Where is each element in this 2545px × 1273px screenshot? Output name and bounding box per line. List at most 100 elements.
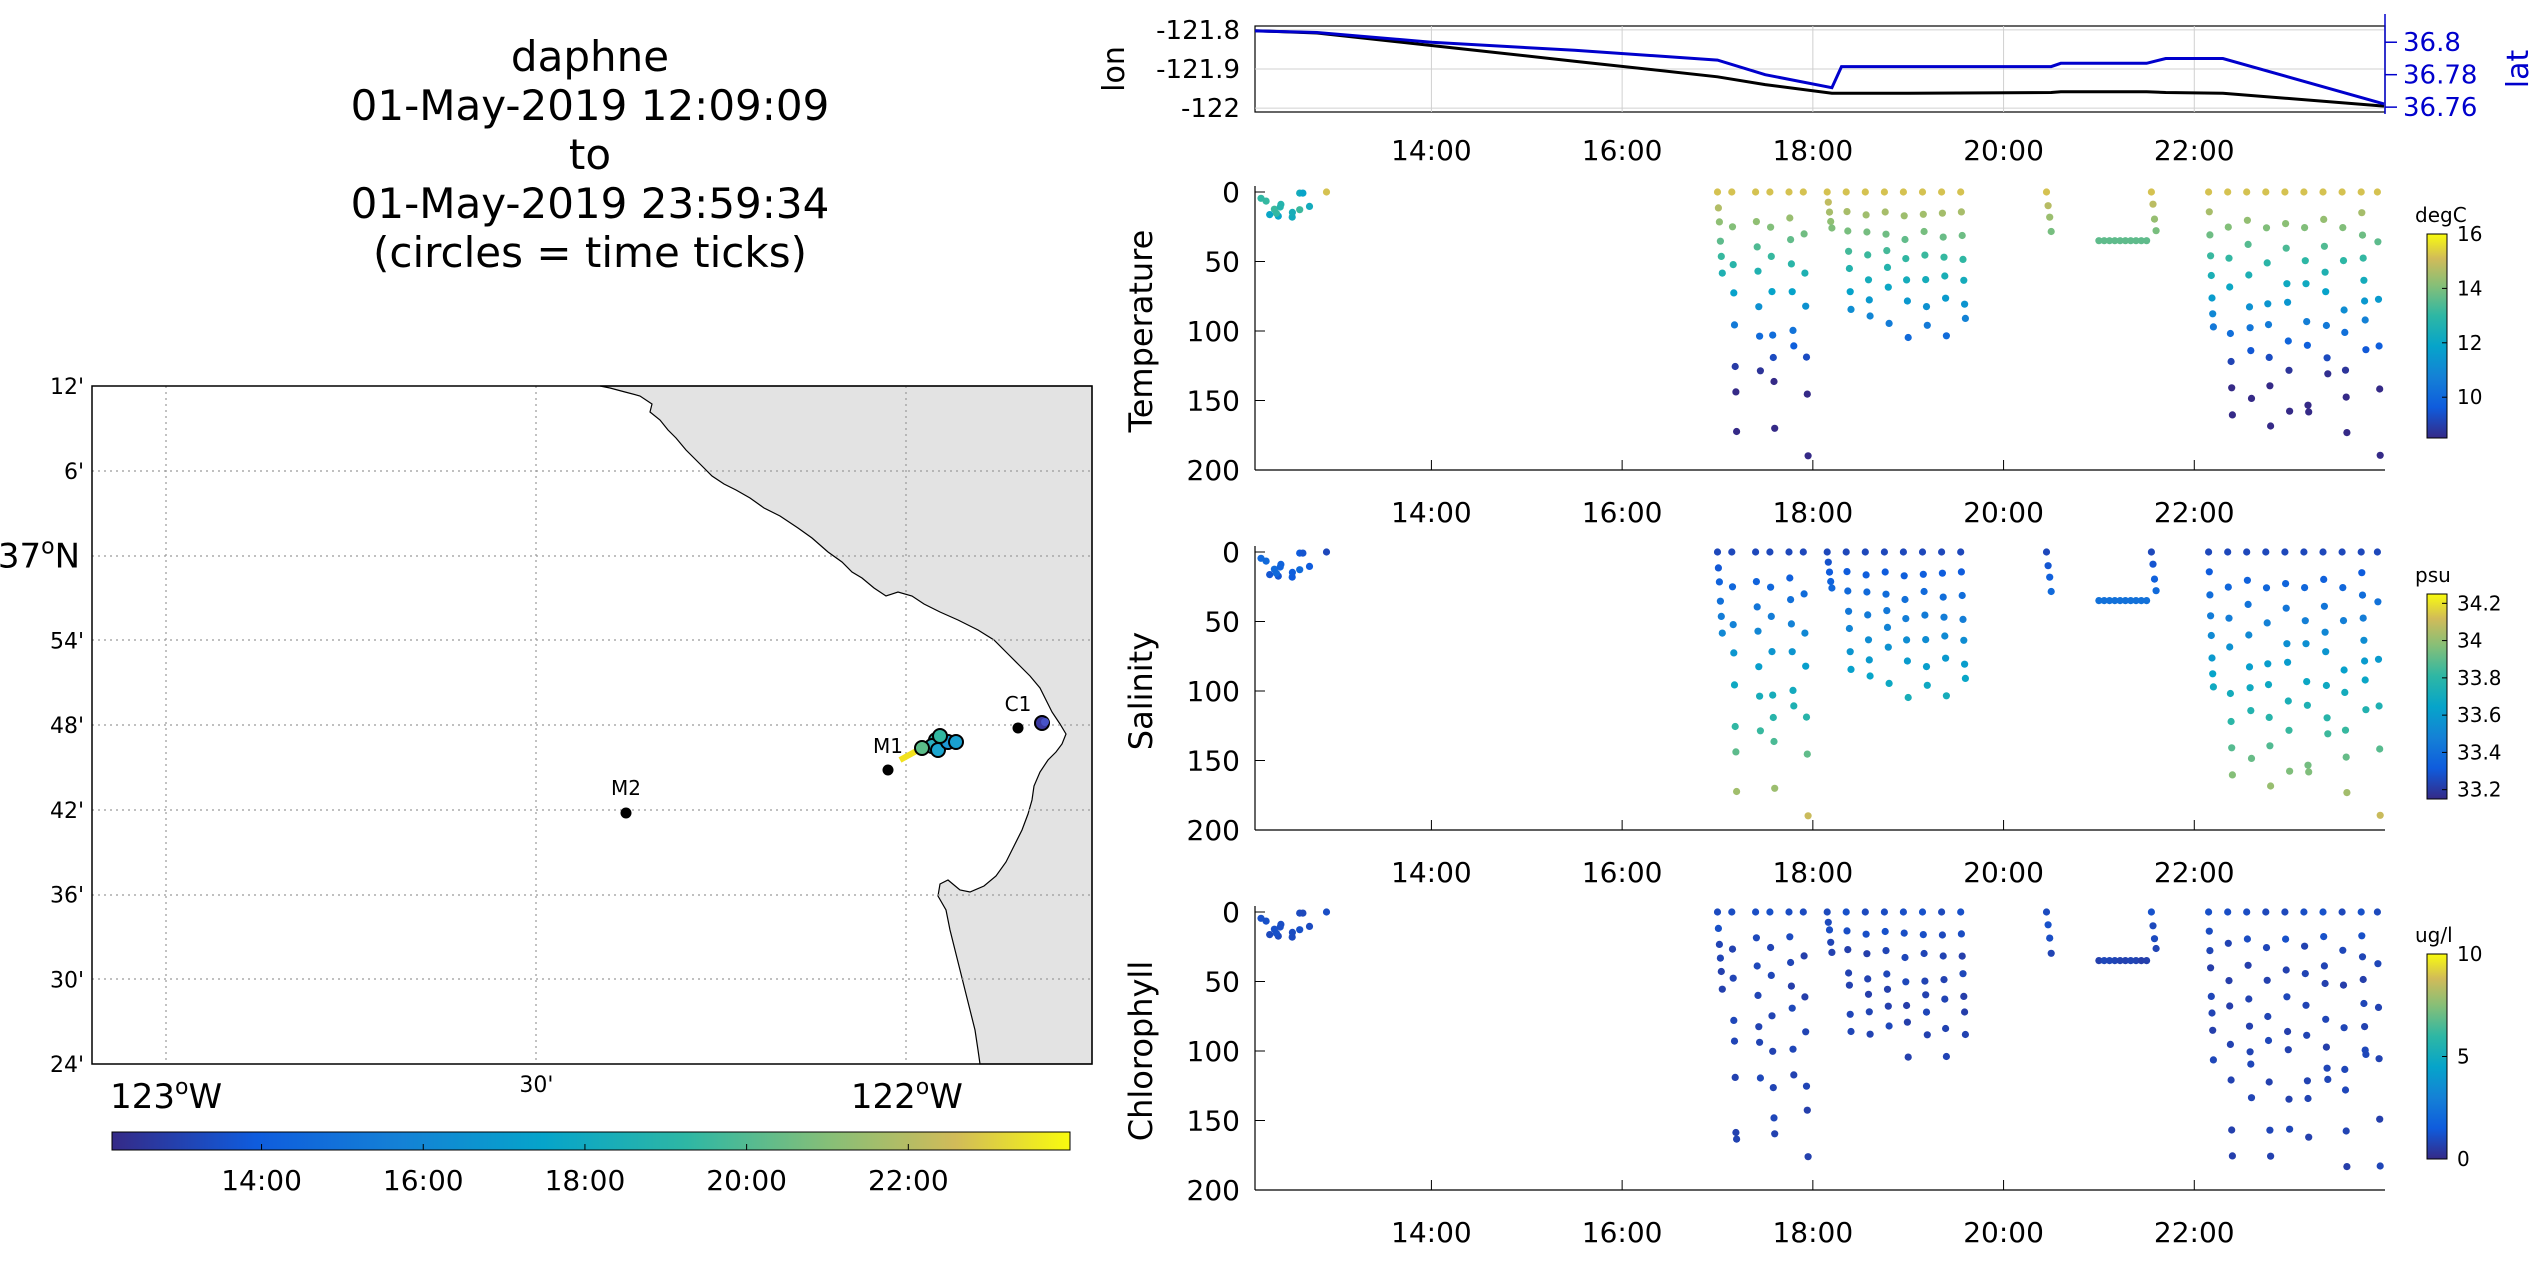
temp-point	[1940, 253, 1948, 261]
temp-point	[1938, 188, 1946, 196]
time-tick-label: 20:00	[1963, 496, 2044, 529]
time-tick-circle	[1041, 718, 1049, 726]
temp-point	[2228, 384, 2236, 392]
temp-point	[2320, 215, 2328, 223]
lon-tick-label: -121.9	[1156, 55, 1240, 85]
sal-point	[1862, 571, 1870, 579]
chl-point	[2095, 957, 2103, 965]
colorbar-tick-label: 5	[2457, 1045, 2470, 1069]
chl-point	[2046, 934, 2054, 942]
chl-point	[2247, 1094, 2256, 1102]
temp-point	[1752, 218, 1760, 226]
temp-point	[2285, 366, 2293, 374]
chl-point	[1958, 952, 1966, 960]
chl-point	[2319, 908, 2327, 916]
temp-point	[1262, 197, 1270, 205]
sal-point	[1767, 583, 1775, 591]
chl-point	[2105, 957, 2114, 965]
sal-point	[1787, 596, 1795, 604]
temp-point	[1769, 331, 1777, 339]
colorbar-tick-label: 34	[2457, 629, 2482, 653]
temp-point	[1919, 210, 1927, 218]
sal-point	[2321, 628, 2329, 636]
sal-point	[1846, 648, 1854, 656]
sal-point	[2147, 548, 2155, 556]
sal-point	[2281, 548, 2289, 556]
sal-point	[1718, 629, 1726, 637]
sal-point	[1882, 590, 1890, 598]
temp-point	[2095, 237, 2103, 245]
chl-point	[1880, 908, 1888, 916]
temp-point	[2323, 354, 2331, 362]
temp-point	[2205, 188, 2213, 196]
temp-point	[1866, 312, 1874, 320]
sal-point	[1938, 548, 1946, 556]
chl-point	[1900, 929, 1908, 937]
sal-point	[1731, 722, 1739, 731]
temp-point	[1880, 188, 1888, 196]
chl-point	[2375, 1055, 2383, 1063]
chl-point	[2341, 1065, 2349, 1073]
chl-point	[1847, 1027, 1855, 1036]
depth-tick-label: 150	[1187, 385, 1240, 418]
sal-point	[2116, 597, 2124, 605]
temp-point	[2262, 224, 2271, 232]
temp-point	[2282, 244, 2290, 252]
lat-label: 37oN	[0, 535, 80, 577]
temp-point	[1799, 188, 1807, 196]
time-tick-label: 14:00	[1391, 496, 1472, 529]
chl-point	[1753, 962, 1761, 970]
chl-point	[2305, 1133, 2313, 1141]
chl-point	[2284, 1027, 2292, 1036]
temp-point	[2282, 220, 2290, 228]
temp-point	[2046, 213, 2054, 221]
chl-point	[2111, 957, 2119, 965]
lat-label: 12'	[50, 375, 84, 400]
sal-point	[2095, 597, 2103, 605]
chl-point	[1767, 971, 1775, 980]
lat-label: 24'	[50, 1053, 84, 1078]
temp-point	[2320, 242, 2328, 250]
temp-point	[1714, 204, 1722, 212]
chl-point	[1861, 908, 1869, 916]
chl-point	[2283, 993, 2291, 1001]
depth-tick-label: 200	[1187, 1174, 1240, 1207]
chl-point	[2343, 1163, 2351, 1171]
sal-point	[1920, 587, 1928, 596]
temp-point	[2374, 238, 2382, 246]
temp-point	[1847, 305, 1855, 313]
chl-point	[1733, 1135, 1741, 1143]
temp-point	[1802, 302, 1810, 310]
chl-point	[1730, 1016, 1738, 1024]
temp-point	[1771, 424, 1779, 432]
figure-title: daphne 01-May-2019 12:09:09 to 01-May-20…	[320, 32, 860, 277]
temp-point	[2343, 429, 2351, 437]
chl-point	[1921, 977, 1929, 985]
depth-tick-label: 150	[1187, 745, 1240, 778]
chl-point	[1922, 1008, 1931, 1016]
chl-point	[2150, 935, 2159, 943]
temp-point	[2044, 202, 2052, 210]
sal-point	[2224, 583, 2232, 591]
time-tick-label: 22:00	[2154, 856, 2235, 889]
temp-point	[1804, 452, 1812, 460]
temp-point	[1729, 261, 1737, 269]
chl-point	[1714, 924, 1722, 933]
sal-panel: 0 50 100 150 200 14:00 16:00 18:00 20:00 22:00 Sal…	[1122, 536, 2502, 889]
temp-point	[2322, 321, 2330, 330]
chl-point	[2324, 1075, 2332, 1083]
chl-point	[2100, 957, 2108, 965]
depth-tick-label: 50	[1204, 246, 1240, 279]
chl-point	[2137, 957, 2145, 965]
sal-point	[1901, 595, 1909, 604]
chl-point	[2282, 966, 2290, 974]
temp-point	[2319, 188, 2327, 196]
lon-axis-title: lon	[1097, 46, 1132, 92]
sal-point	[1827, 577, 1835, 586]
time-colorbar-ticks: 14:00 16:00 18:00 20:00 22:00	[221, 1144, 949, 1197]
temp-point	[2152, 227, 2160, 235]
chl-point	[1939, 952, 1947, 960]
chl-point	[1864, 975, 1872, 983]
chl-point	[2301, 970, 2309, 978]
